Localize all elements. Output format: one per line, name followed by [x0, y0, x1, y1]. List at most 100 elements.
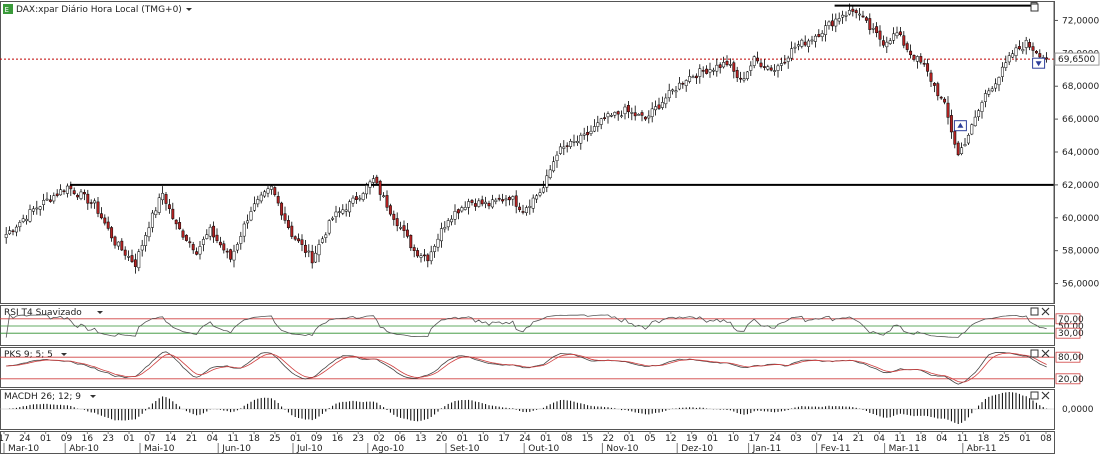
candle-body	[436, 238, 440, 248]
instrument-title[interactable]: DAX:xpar Diário Hora Local (TMG+0)	[16, 5, 182, 15]
candle-body	[28, 209, 32, 222]
macdh-title[interactable]: MACDH 26; 12; 9	[4, 392, 81, 402]
candle-body	[161, 193, 165, 201]
candle-body	[31, 208, 35, 212]
candle-body	[535, 195, 539, 200]
candle-body	[616, 111, 620, 115]
price-panel-frame	[0, 1, 1055, 304]
candle-body	[864, 17, 868, 21]
x-day-label: 10	[478, 434, 490, 444]
price-panel-buttons[interactable]	[1030, 3, 1039, 12]
instrument-dropdown-icon[interactable]	[186, 8, 192, 11]
candle-body	[555, 154, 559, 161]
candle-body	[943, 98, 947, 103]
pks-level-badge	[1055, 373, 1081, 385]
x-day-label: 10	[728, 434, 740, 444]
candle-body	[62, 190, 66, 193]
pks-panel[interactable]: PKS 9; 5; 5 80,00 20,00	[0, 347, 1084, 388]
candle-body	[439, 228, 443, 242]
pks-level-label: 80,00	[1058, 353, 1084, 363]
candle-body	[201, 239, 205, 245]
candle-body	[929, 72, 933, 82]
candle-body	[830, 20, 834, 27]
candle-body	[592, 126, 596, 132]
candle-body	[405, 229, 409, 237]
candle-body	[654, 106, 658, 111]
candle-body	[728, 64, 732, 66]
maximize-icon[interactable]	[1030, 3, 1039, 12]
candle-body	[76, 194, 80, 198]
buy-arrow-icon	[957, 122, 964, 128]
candle-body	[881, 40, 885, 46]
price-panel[interactable]: E DAX:xpar Diário Hora Local (TMG+0) 72,…	[0, 1, 1100, 304]
rsi-line	[5, 313, 1047, 338]
candle-body	[926, 63, 930, 72]
candle-body	[647, 115, 651, 119]
rsi-close-icon[interactable]	[1041, 307, 1050, 316]
pks-dropdown-icon[interactable]	[61, 353, 67, 356]
candle-body	[1004, 62, 1008, 68]
rsi-maximize-icon[interactable]	[1030, 307, 1039, 316]
candle-body	[72, 190, 76, 194]
x-day-label: 04	[936, 434, 948, 444]
x-day-label: 21	[186, 434, 197, 444]
candle-body	[140, 245, 144, 251]
candle-body	[776, 65, 780, 71]
rsi-dropdown-icon[interactable]	[97, 311, 103, 314]
rsi-title[interactable]: RSI T4 Suavizado	[4, 308, 82, 318]
pks-close-icon[interactable]	[1041, 349, 1050, 358]
candle-body	[739, 77, 743, 80]
macdh-close-icon[interactable]	[1041, 391, 1050, 400]
candle-body	[888, 40, 892, 44]
x-day-label: 07	[811, 434, 822, 444]
candle-body	[599, 118, 603, 125]
candle-body	[494, 199, 498, 202]
x-day-label: 18	[978, 434, 990, 444]
candle-body	[205, 234, 209, 239]
candle-body	[643, 116, 647, 120]
candle-body	[256, 199, 260, 205]
candle-body	[725, 60, 729, 66]
macdh-panel[interactable]: MACDH 26; 12; 9 0,0000	[0, 389, 1094, 430]
candle-body	[181, 230, 185, 238]
candle-body	[1028, 42, 1032, 48]
candle-body	[1021, 49, 1025, 52]
x-day-label: 24	[769, 434, 781, 444]
macdh-maximize-icon[interactable]	[1030, 391, 1039, 400]
candle-body	[960, 147, 964, 154]
candle-body	[909, 50, 913, 56]
candle-body	[545, 175, 549, 188]
candle-body	[344, 209, 348, 212]
x-month-label: Fev-11	[821, 444, 851, 454]
candle-body	[705, 68, 709, 74]
candle-body	[1024, 40, 1028, 48]
pks-title[interactable]: PKS 9; 5; 5	[4, 350, 53, 360]
candle-body	[501, 199, 505, 202]
candle-body	[14, 226, 18, 233]
candle-body	[990, 88, 994, 92]
candle-body	[970, 124, 974, 135]
candle-body	[154, 210, 158, 215]
candle-body	[456, 209, 460, 214]
candle-body	[997, 77, 1001, 86]
candle-body	[1045, 57, 1049, 60]
x-day-label: 17	[0, 434, 10, 444]
candle-body	[548, 169, 552, 178]
macdh-dropdown-icon[interactable]	[90, 395, 96, 398]
candle-body	[110, 227, 114, 239]
x-month-label: Abr-11	[967, 444, 997, 454]
current-price-label: 69,6500	[1058, 55, 1095, 65]
pks-maximize-icon[interactable]	[1030, 349, 1039, 358]
candle-body	[249, 211, 253, 221]
candle-body	[613, 112, 617, 116]
candle-body	[667, 90, 671, 99]
candle-body	[630, 112, 634, 114]
candle-body	[963, 144, 967, 147]
candle-body	[1038, 53, 1042, 58]
candle-body	[89, 202, 93, 204]
candle-body	[875, 26, 879, 34]
candle-body	[463, 207, 467, 210]
candle-body	[276, 196, 280, 204]
